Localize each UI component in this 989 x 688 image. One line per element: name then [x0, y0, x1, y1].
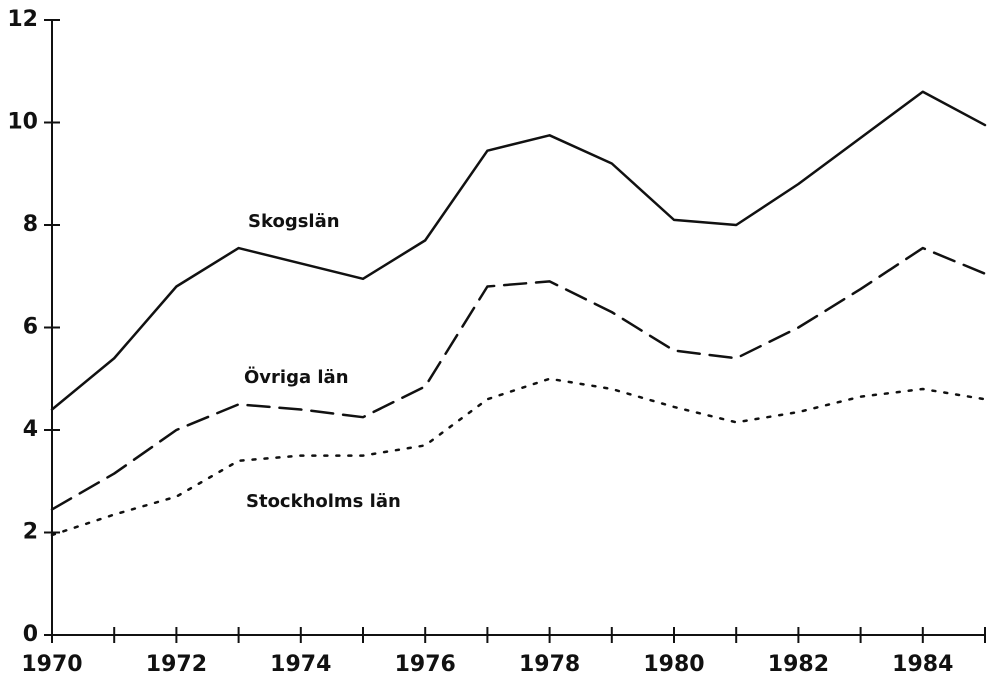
series-line — [50, 377, 987, 537]
x-tick-label: 1974 — [270, 652, 331, 677]
x-tick-label: 1980 — [643, 652, 704, 677]
y-tick-label: 0 — [23, 622, 38, 647]
series-label: Övriga län — [244, 366, 349, 388]
x-tick-label: 1976 — [395, 652, 456, 677]
series-line — [50, 246, 987, 511]
series-label: Stockholms län — [246, 491, 401, 512]
y-tick-label: 10 — [7, 110, 38, 135]
x-tick-label: 1982 — [768, 652, 829, 677]
series-label: Skogslän — [248, 211, 340, 232]
series-line — [50, 90, 987, 411]
x-tick-label: 1978 — [519, 652, 580, 677]
y-tick-label: 12 — [7, 7, 38, 32]
x-tick-label: 1984 — [892, 652, 953, 677]
y-tick-label: 8 — [23, 212, 38, 237]
y-tick-label: 2 — [23, 520, 38, 545]
x-tick-label: 1970 — [21, 652, 82, 677]
y-tick-label: 6 — [23, 315, 38, 340]
x-tick-label: 1972 — [146, 652, 207, 677]
y-tick-label: 4 — [23, 417, 38, 442]
